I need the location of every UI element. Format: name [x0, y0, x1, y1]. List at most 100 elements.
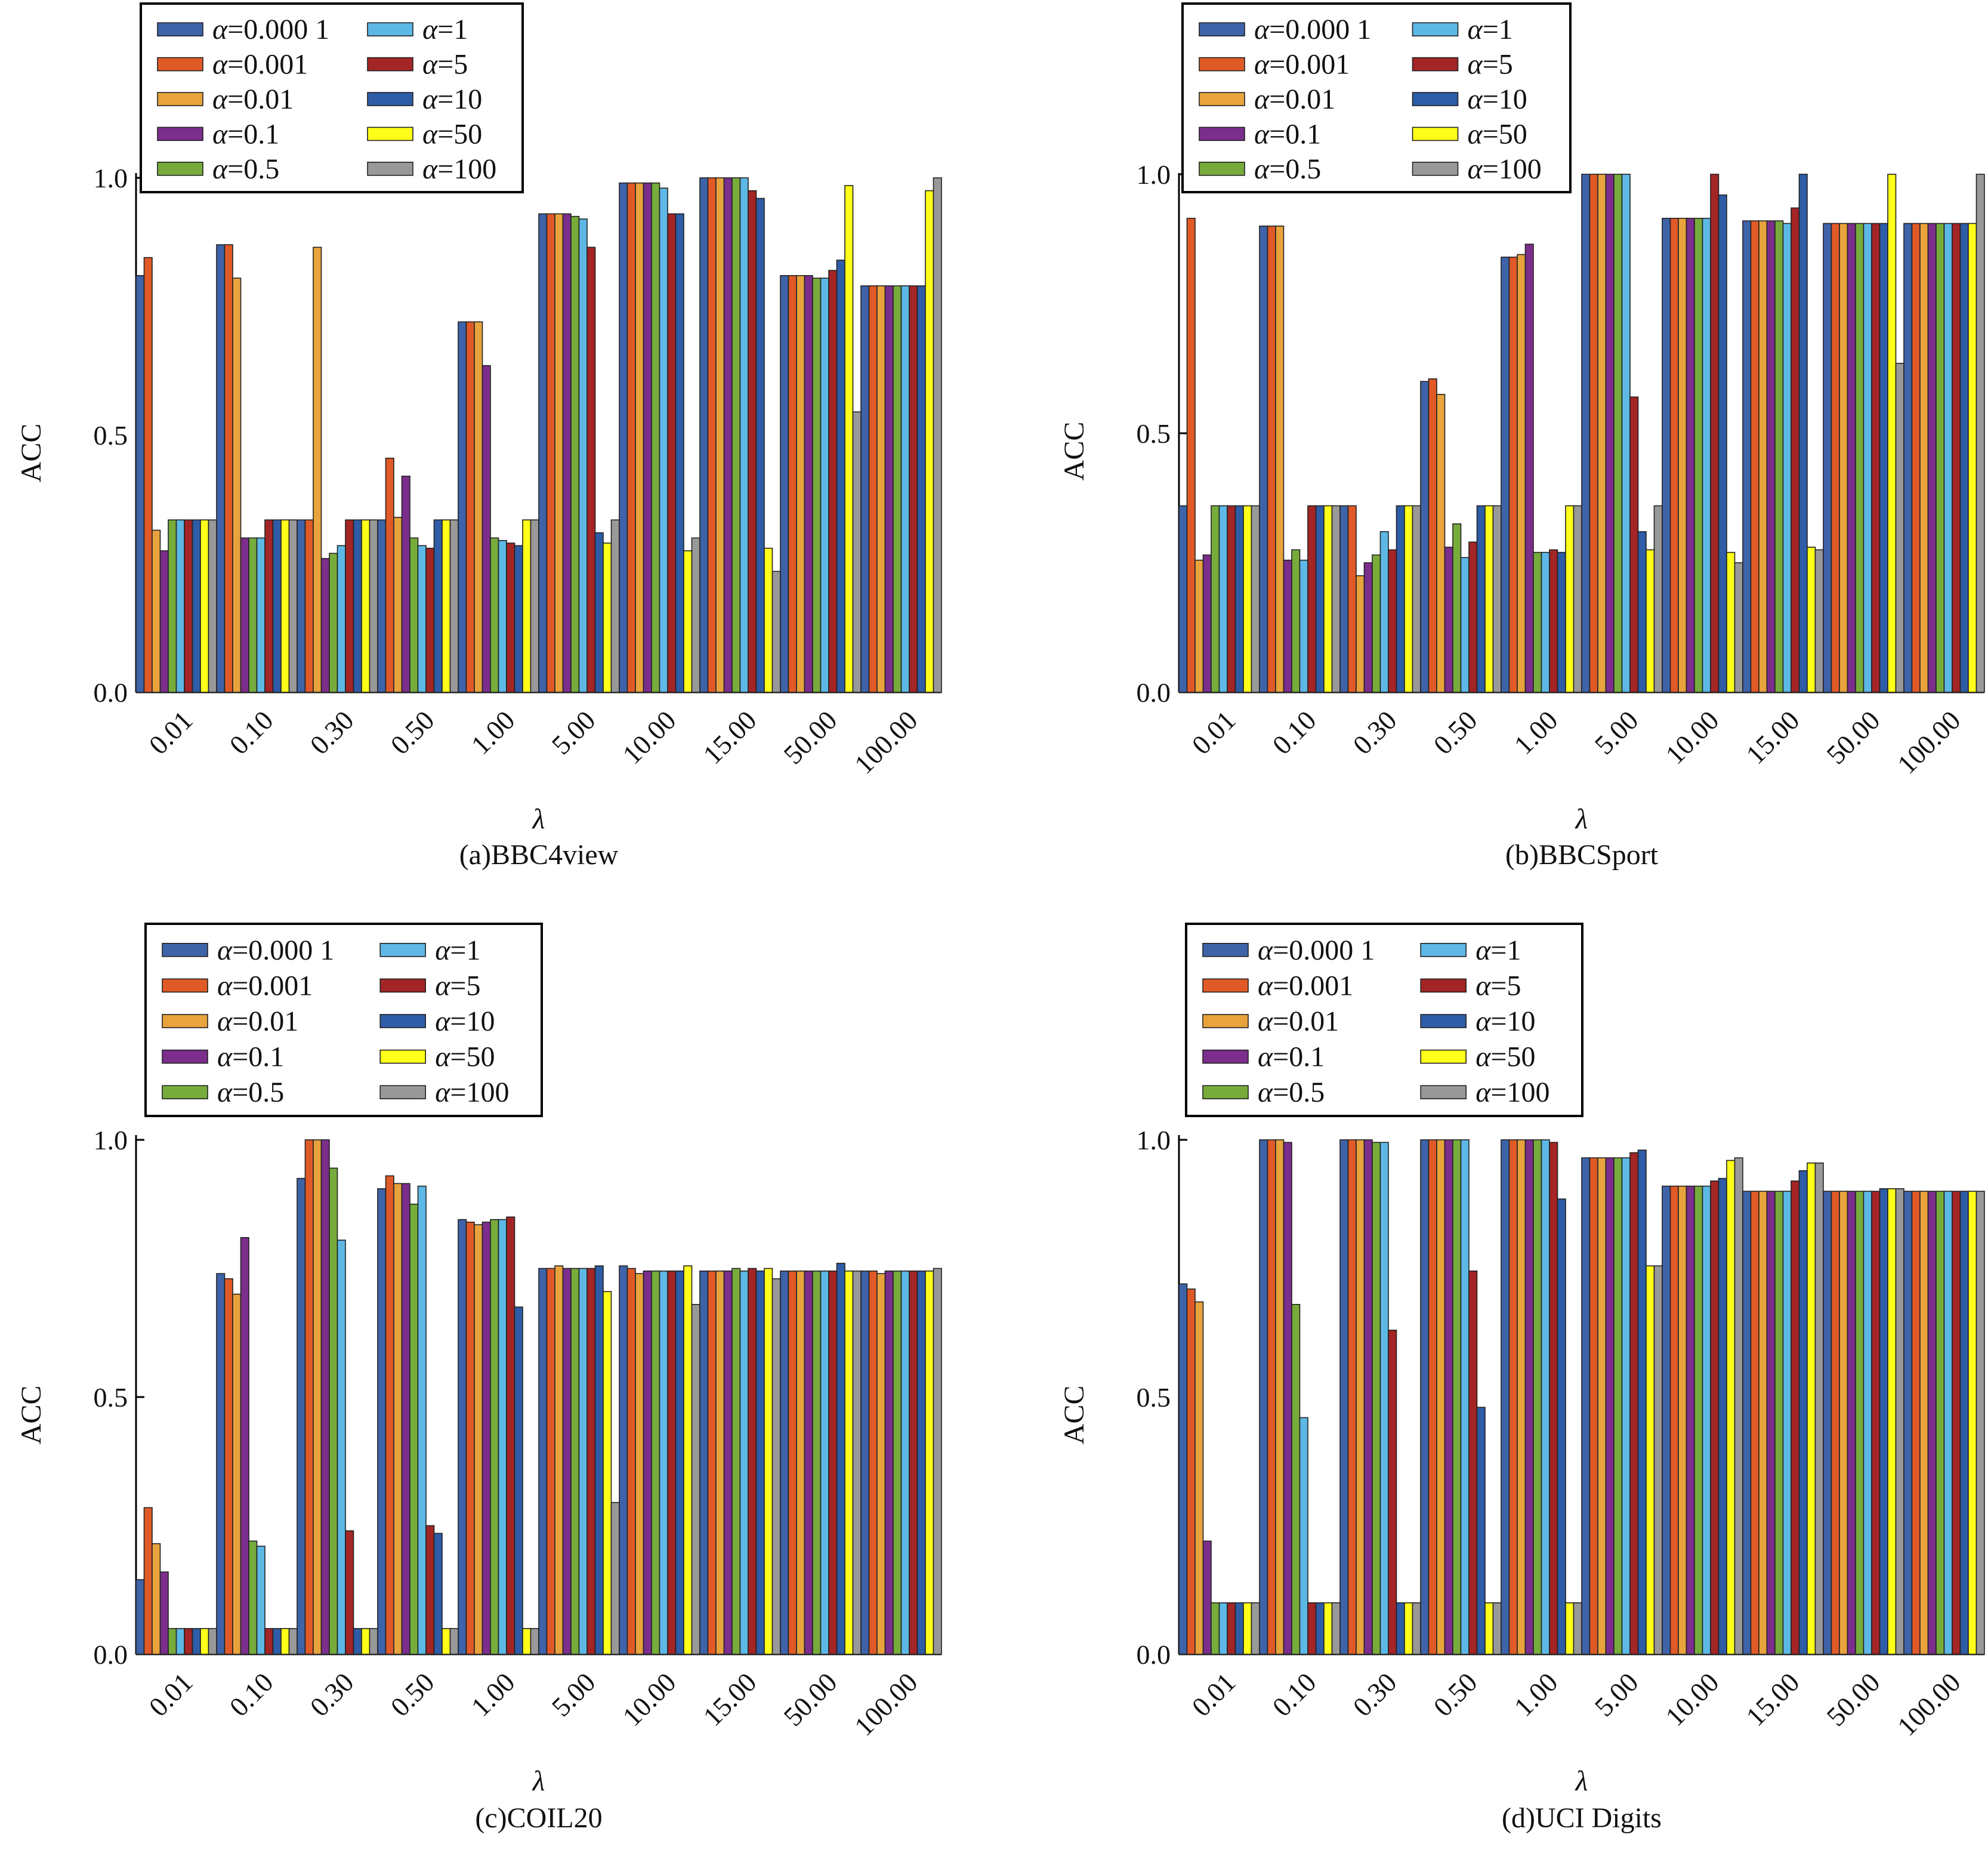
- bar: [1911, 223, 1921, 693]
- bar: [828, 1271, 838, 1655]
- bar: [683, 550, 693, 693]
- x-tick-label: 100.00: [848, 705, 924, 780]
- bar: [1669, 1185, 1679, 1655]
- y-tick-label: 0.0: [1137, 677, 1171, 708]
- bar: [1782, 1191, 1792, 1655]
- legend-alpha-value: =1: [1483, 14, 1513, 45]
- bar: [876, 285, 886, 693]
- bar: [667, 1271, 677, 1655]
- bar: [1565, 505, 1575, 693]
- bar: [1782, 223, 1792, 693]
- bar: [739, 1271, 749, 1655]
- bar: [1863, 1191, 1872, 1655]
- legend-alpha-value: =100: [437, 153, 496, 185]
- bar: [586, 1268, 596, 1655]
- bar: [353, 519, 362, 693]
- bar: [1678, 217, 1687, 693]
- bar: [1629, 1152, 1639, 1655]
- bar: [248, 1540, 258, 1655]
- legend-alpha-value: =0.1: [1273, 1041, 1325, 1073]
- bar: [1895, 1188, 1904, 1655]
- bar: [1227, 505, 1236, 693]
- bar: [1396, 505, 1405, 693]
- bar: [393, 1183, 403, 1655]
- bar: [1259, 225, 1268, 693]
- legend-alpha-value: =100: [1483, 153, 1542, 185]
- bar: [1919, 223, 1929, 693]
- legend-item-label: α=10: [422, 84, 482, 115]
- bar: [1742, 220, 1752, 693]
- bar: [442, 1628, 451, 1655]
- legend-alpha-symbol: α: [1475, 935, 1491, 966]
- bar: [925, 1271, 934, 1655]
- bar: [1927, 1191, 1937, 1655]
- legend-alpha-value: =0.001: [1269, 49, 1350, 81]
- bar: [297, 519, 306, 693]
- bar: [1484, 1602, 1494, 1655]
- bar: [1524, 243, 1534, 693]
- bar: [1637, 531, 1647, 693]
- legend-swatch: [162, 1014, 208, 1028]
- bar: [554, 213, 564, 693]
- chart-caption: (b)BBCSport: [1505, 839, 1659, 871]
- bar: [1935, 1191, 1945, 1655]
- bar: [699, 1271, 709, 1655]
- bar: [538, 213, 548, 693]
- bar: [1186, 217, 1196, 693]
- bar: [1492, 1602, 1502, 1655]
- x-tick-label: 0.10: [1267, 1667, 1322, 1722]
- bar: [256, 1546, 266, 1655]
- bar: [1452, 1139, 1462, 1655]
- bar: [699, 177, 709, 693]
- bar: [1621, 1157, 1631, 1655]
- bar: [1492, 505, 1502, 693]
- legend-swatch: [162, 943, 208, 957]
- legend-item-label: α=10: [1468, 84, 1527, 115]
- y-tick-label: 1.0: [94, 1125, 128, 1155]
- bar: [884, 1271, 894, 1655]
- bar: [1186, 1288, 1196, 1655]
- bar: [1251, 505, 1260, 693]
- legend-swatch: [157, 92, 203, 106]
- bar: [619, 182, 628, 693]
- x-tick-label: 0.30: [304, 1667, 360, 1722]
- bar: [1194, 559, 1204, 693]
- bar: [578, 1268, 588, 1655]
- legend-item-label: α=0.1: [1258, 1041, 1325, 1073]
- legend-alpha-symbol: α: [1475, 1006, 1491, 1037]
- legend: α=0.000 1α=0.001α=0.01α=0.1α=0.5α=1α=5α=…: [1181, 2, 1572, 193]
- bar: [1517, 254, 1526, 693]
- legend-swatch: [1202, 943, 1249, 957]
- legend-alpha-symbol: α: [1254, 118, 1270, 150]
- bar: [465, 321, 475, 693]
- legend-alpha-symbol: α: [1468, 118, 1483, 150]
- bar: [1283, 1142, 1292, 1655]
- legend-swatch: [379, 1049, 427, 1064]
- bar: [1275, 1139, 1285, 1655]
- bar: [490, 1219, 499, 1655]
- chart-caption: (d)UCI Digits: [1502, 1802, 1662, 1834]
- legend-box: [1185, 923, 1583, 1117]
- bar: [1943, 1191, 1953, 1655]
- bar: [1379, 531, 1389, 693]
- bar: [1227, 1602, 1236, 1655]
- legend-item-label: α=50: [1475, 1041, 1535, 1073]
- x-tick-label: 1.00: [465, 705, 521, 760]
- legend-alpha-value: =1: [450, 935, 480, 966]
- x-tick-label: 1.00: [1508, 705, 1564, 760]
- bar: [522, 1628, 532, 1655]
- y-axis-label: ACC: [16, 1386, 47, 1445]
- legend-alpha-value: =5: [437, 49, 468, 81]
- x-tick-label: 10.00: [1659, 1667, 1724, 1732]
- bar: [570, 215, 580, 693]
- bar: [481, 365, 491, 693]
- bar: [1830, 223, 1840, 693]
- bar: [1935, 223, 1945, 693]
- chart-caption: (c)COIL20: [475, 1802, 602, 1834]
- bar: [1887, 174, 1897, 693]
- bar: [1339, 1139, 1349, 1655]
- legend-alpha-value: =0.000 1: [232, 935, 334, 966]
- legend-item-label: α=0.1: [1254, 118, 1321, 150]
- bar: [409, 1203, 419, 1655]
- legend-alpha-value: =0.000 1: [1273, 935, 1375, 966]
